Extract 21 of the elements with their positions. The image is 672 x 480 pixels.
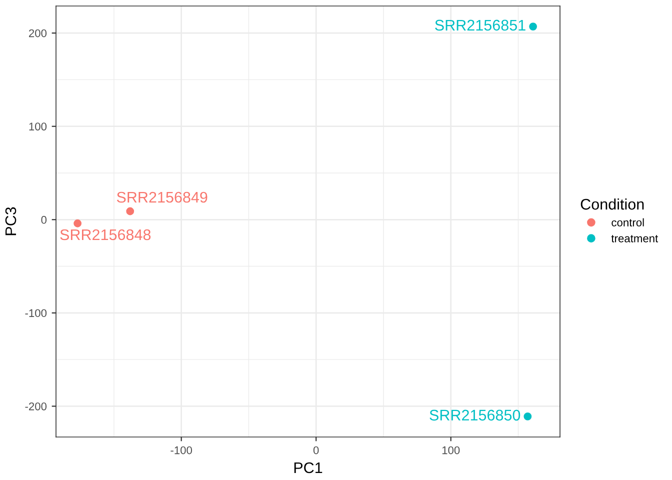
y-tick-label: 0 <box>41 216 47 224</box>
point <box>74 219 82 228</box>
y-tick-label: 100 <box>29 122 47 130</box>
y-tick-label: 200 <box>28 29 47 38</box>
x-tick-label: 0 <box>313 446 319 454</box>
data-label: SRR2156848 <box>60 229 151 240</box>
data-label: SRR2156850 <box>430 410 520 421</box>
data-label: SRR2156849 <box>116 192 208 203</box>
y-tick-label: -200 <box>25 402 47 410</box>
legend-title: Condition <box>580 198 644 210</box>
legend-label: control <box>612 218 644 226</box>
x-tick-label: 100 <box>442 446 460 454</box>
legend-label: treatment <box>611 235 658 242</box>
x-axis-title: PC1 <box>294 462 322 474</box>
point <box>126 207 134 216</box>
point <box>529 22 537 30</box>
x-tick-label: -100 <box>170 446 192 454</box>
y-tick-label: -100 <box>25 309 47 318</box>
data-label: SRR2156851 <box>435 20 526 31</box>
point <box>524 412 532 420</box>
y-axis-title: PC3 <box>5 207 16 236</box>
